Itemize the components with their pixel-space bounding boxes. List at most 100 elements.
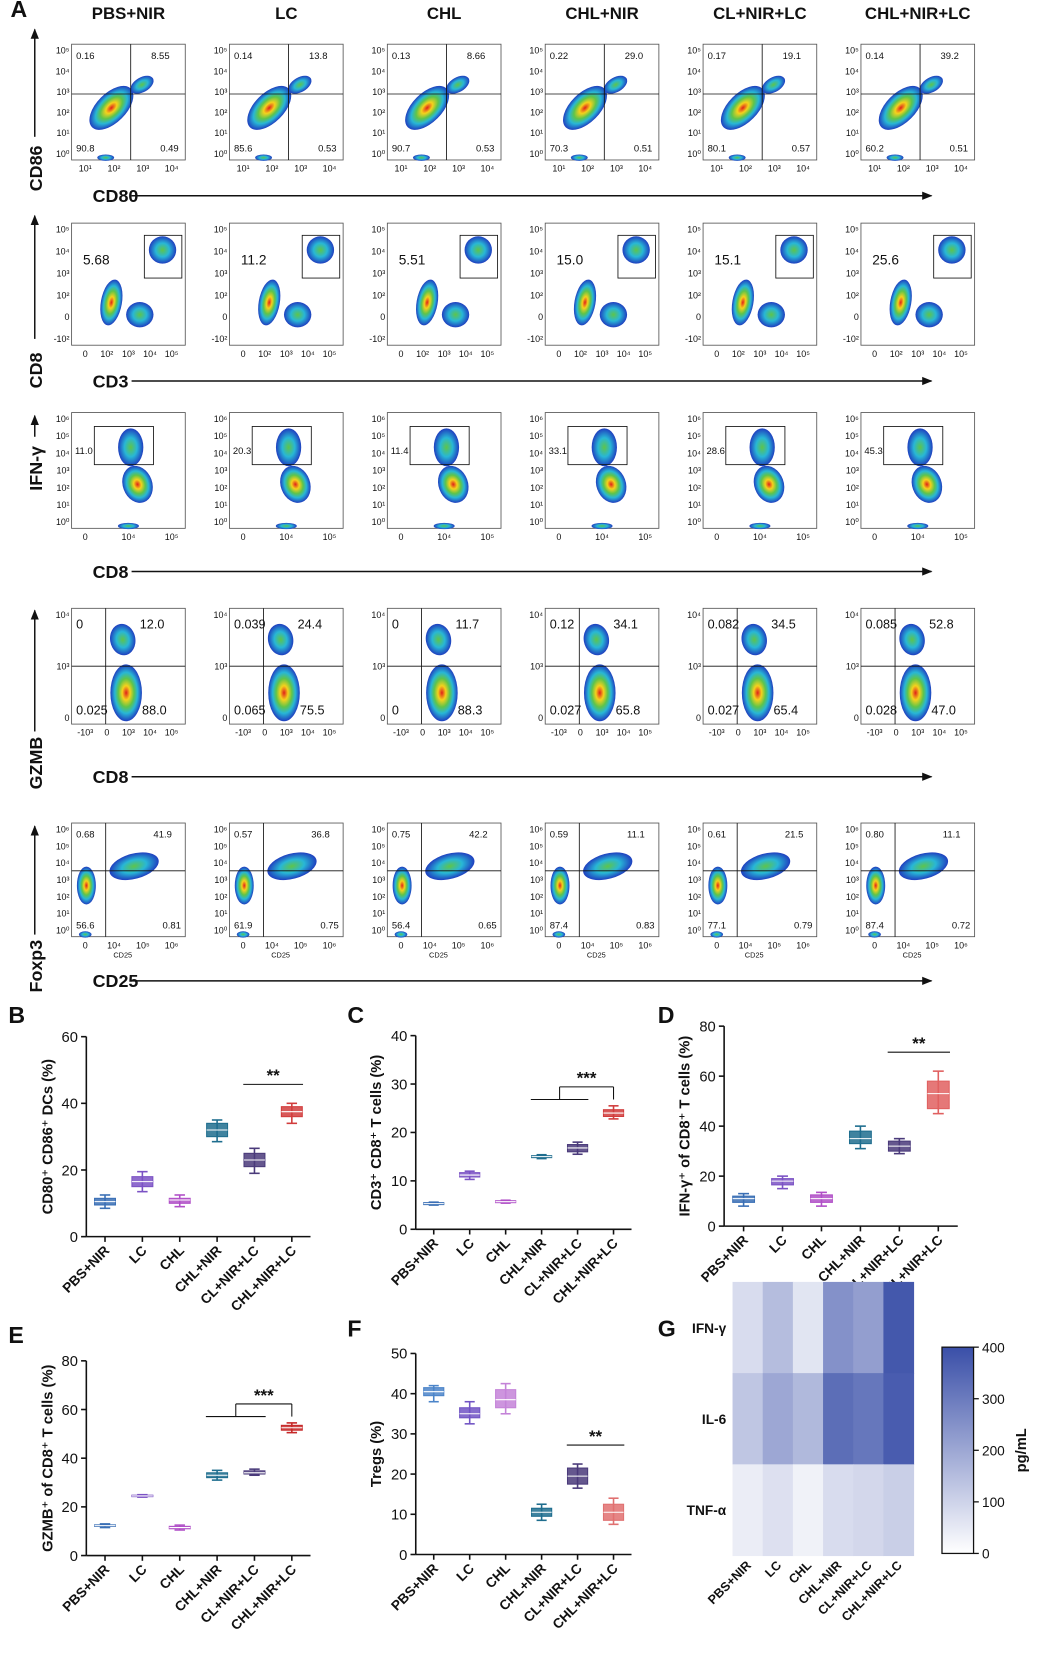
y-tick-label: 10³: [846, 87, 859, 97]
y-tick-label: 10⁰: [687, 926, 701, 936]
column-header: CL+NIR+LC: [713, 4, 807, 23]
y-tick-label: 10⁵: [687, 225, 701, 235]
gate-percentage: 13.8: [309, 51, 327, 62]
x-tick-label: 0: [872, 349, 877, 359]
gate-percentage: 61.9: [234, 920, 252, 931]
gate-percentage: 42.2: [469, 830, 487, 841]
y-tick-label: 10³: [530, 661, 543, 671]
gate-percentage: 52.8: [929, 618, 954, 632]
x-tick-label: 10²: [890, 349, 903, 359]
heat-cell: [792, 1281, 824, 1374]
y-tick-label: 10⁵: [372, 46, 386, 56]
density-cluster: [126, 302, 154, 328]
x-tick-label: 10³: [911, 728, 924, 738]
heat-cell: [762, 1281, 794, 1374]
x-tick-label: 10⁴: [775, 728, 789, 738]
density-cluster: [622, 236, 650, 264]
x-tick-label: 0: [398, 349, 403, 359]
y-tick-label: 10³: [372, 87, 385, 97]
y-tick-label: 10: [391, 1174, 407, 1190]
x-tick-label: 0: [241, 349, 246, 359]
y-tick-label: 10⁰: [56, 517, 70, 527]
y-tick-label: 80: [62, 1354, 78, 1370]
density-cluster: [76, 866, 96, 905]
gate-percentage: 0.49: [160, 144, 178, 155]
y-tick-label: 10⁵: [529, 841, 543, 851]
density-cluster: [392, 866, 412, 905]
x-tick-label: 10⁶: [954, 940, 968, 950]
x-tick-label: 0: [556, 349, 561, 359]
y-tick-label: 10³: [530, 87, 543, 97]
y-tick-label: 10⁴: [687, 246, 701, 256]
y-tick-label: 10⁶: [214, 825, 228, 835]
y-tick-label: 10⁵: [56, 225, 70, 235]
y-tick-label: 10²: [530, 892, 543, 902]
x-tick-label: 10⁴: [617, 728, 631, 738]
x-tick-label: 10⁵: [610, 940, 624, 950]
x-tick-label: -10³: [867, 728, 883, 738]
gate-percentage: 0: [392, 618, 399, 632]
gate-percentage: 0.14: [234, 51, 252, 62]
density-cluster: [234, 866, 254, 905]
row-x-label: CD8: [93, 562, 129, 582]
y-tick-label: 10¹: [530, 128, 543, 138]
x-tick-label: 10⁵: [925, 940, 939, 950]
x-tick-label: 10²: [258, 349, 271, 359]
panel-label: D: [658, 1002, 675, 1028]
density-cluster: [780, 236, 808, 264]
x-tick-label: 10²: [581, 164, 594, 174]
x-tick-label: PBS+NIR: [698, 1232, 751, 1285]
y-tick-label: 10¹: [214, 909, 227, 919]
y-tick-label: 10²: [688, 483, 701, 493]
gate-percentage: 0.79: [794, 920, 812, 931]
y-tick-label: 0: [538, 312, 543, 322]
x-tick-label: 0: [872, 940, 877, 950]
y-tick-label: 10⁴: [371, 448, 385, 458]
row-y-label: GZMB: [26, 737, 46, 790]
y-tick-label: 10³: [57, 661, 70, 671]
y-tick-label: 10⁴: [214, 610, 228, 620]
row-y-label: Foxp3: [26, 940, 46, 993]
y-tick-label: 10⁴: [845, 246, 859, 256]
column-header: PBS+NIR: [92, 4, 165, 23]
y-axis-label: CD3⁺ CD8⁺ T cells (%): [369, 1055, 385, 1211]
gate-percentage: 70.3: [550, 144, 568, 155]
density-cluster: [283, 302, 312, 328]
x-tick-label: 10⁴: [911, 532, 925, 542]
gate-percentage: 87.4: [550, 920, 568, 931]
density-cluster: [740, 852, 791, 881]
x-tick-label: LC: [762, 1558, 784, 1580]
y-tick-label: 10²: [530, 108, 543, 118]
y-tick-label: 10²: [688, 108, 701, 118]
y-tick-label: 10⁶: [687, 825, 701, 835]
density-cluster: [100, 279, 123, 326]
gate-percentage: 34.1: [613, 618, 638, 632]
x-tick-label: PBS+NIR: [60, 1243, 113, 1296]
gate-percentage: 36.8: [311, 830, 329, 841]
gate-percentage: 56.6: [76, 920, 94, 931]
density-cluster: [604, 75, 628, 94]
gate-percentage: 65.4: [774, 703, 799, 717]
density-cluster: [899, 664, 932, 722]
row-y-label: IFN-γ: [26, 446, 46, 491]
x-tick-label: 10⁴: [581, 940, 595, 950]
heat-cell: [823, 1464, 854, 1557]
density-cluster: [258, 279, 281, 326]
y-tick-label: 0: [854, 713, 859, 723]
y-tick-label: 0: [65, 713, 70, 723]
y-tick-label: -10²: [54, 334, 70, 344]
gate-percentage: 33.1: [549, 446, 567, 457]
density-cluster: [552, 931, 566, 938]
y-tick-label: 10²: [214, 892, 227, 902]
y-tick-label: 20: [62, 1163, 78, 1179]
gate-percentage: 41.9: [153, 830, 171, 841]
density-cluster: [720, 85, 765, 130]
x-tick-label: CHL+NIR+LC: [550, 1235, 621, 1306]
density-cluster: [583, 664, 616, 722]
x-tick-label: 10³: [122, 349, 135, 359]
density-cluster: [433, 428, 460, 467]
gate-percentage: 0.22: [550, 51, 568, 62]
y-tick-label: 10³: [372, 268, 385, 278]
x-tick-label: 10⁵: [452, 940, 466, 950]
gate-percentage: 11.1: [943, 830, 961, 841]
